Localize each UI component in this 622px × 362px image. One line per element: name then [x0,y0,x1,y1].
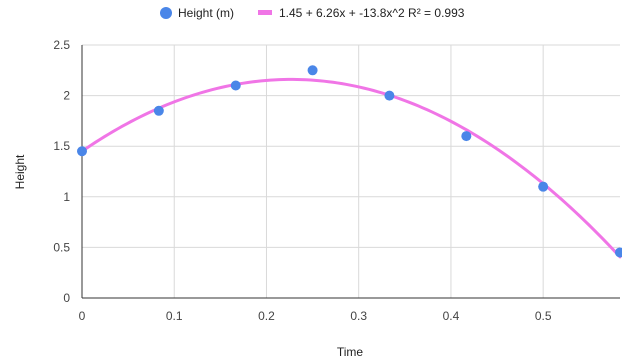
data-point [538,181,549,192]
data-point [230,80,241,91]
data-point [384,90,395,101]
x-tick-label: 0 [79,309,86,323]
x-tick-label: 0.5 [535,309,552,323]
series-layer [77,65,622,259]
y-tick-label: 2.5 [53,38,70,52]
x-tick-label: 0.1 [166,309,183,323]
data-point [153,105,164,116]
x-tick-label: 0.3 [350,309,367,323]
axes: 0 0.1 0.2 0.3 0.4 0.5 0 0.5 1 1.5 2 2.5 [53,38,620,323]
y-tick-label: 1 [63,190,70,204]
y-tick-label: 0.5 [53,240,70,254]
legend: Height (m) 1.45 + 6.26x + -13.8x^2 R² = … [160,6,465,20]
y-tick-label: 2 [63,89,70,103]
y-tick-label: 0 [63,291,70,305]
legend-marker-height [160,7,172,19]
x-axis-title: Time [337,345,364,359]
data-point [307,65,318,76]
trendline [80,77,622,259]
x-tick-label: 0.2 [258,309,275,323]
legend-label-trendline: 1.45 + 6.26x + -13.8x^2 R² = 0.993 [279,6,465,20]
gridlines [81,44,620,299]
legend-label-height: Height (m) [178,6,234,20]
data-point [77,146,87,157]
y-tick-label: 1.5 [53,139,70,153]
data-point [615,247,622,258]
y-axis-title: Height [13,154,27,189]
x-tick-label: 0.4 [443,309,460,323]
legend-marker-trendline [258,10,272,15]
data-point [461,131,472,142]
